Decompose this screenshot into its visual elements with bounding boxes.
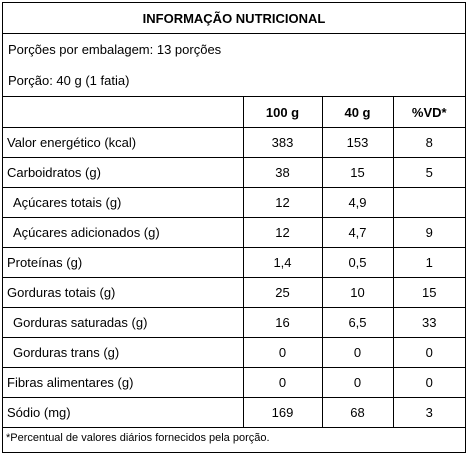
nutrient-name: Carboidratos (g) (3, 157, 244, 188)
nutrient-name: Proteínas (g) (3, 247, 244, 278)
nutrient-name: Gorduras trans (g) (3, 337, 244, 368)
value-100g: 25 (242, 277, 323, 308)
servings-per-package: Porções por embalagem: 13 porções (8, 42, 222, 57)
value-100g: 12 (242, 187, 323, 218)
nutrition-table: 100 g 40 g %VD* Valor energético (kcal) … (3, 96, 465, 428)
serving-size: Porção: 40 g (1 fatia) (8, 73, 130, 88)
table-row: Gorduras totais (g) 25 10 15 (3, 277, 465, 308)
value-40g: 6,5 (321, 307, 394, 338)
nutrient-name: Gorduras totais (g) (3, 277, 244, 308)
nutrient-name: Valor energético (kcal) (3, 127, 244, 158)
nutrient-name: Açúcares adicionados (g) (3, 217, 244, 248)
value-vd (392, 187, 465, 218)
nutrient-name: Gorduras saturadas (g) (3, 307, 244, 338)
value-vd: 3 (392, 397, 465, 428)
header-vd: %VD* (392, 96, 465, 128)
value-40g: 68 (321, 397, 394, 428)
value-40g: 153 (321, 127, 394, 158)
nutrition-facts-label: INFORMAÇÃO NUTRICIONAL Porções por embal… (2, 2, 466, 453)
value-vd: 0 (392, 367, 465, 398)
nutrient-name: Fibras alimentares (g) (3, 367, 244, 398)
table-header-row: 100 g 40 g %VD* (3, 96, 465, 128)
value-vd: 9 (392, 217, 465, 248)
value-100g: 169 (242, 397, 323, 428)
value-40g: 4,9 (321, 187, 394, 218)
value-40g: 0 (321, 337, 394, 368)
nutrient-name: Sódio (mg) (3, 397, 244, 428)
value-vd: 5 (392, 157, 465, 188)
value-100g: 1,4 (242, 247, 323, 278)
table-row: Açúcares adicionados (g) 12 4,7 9 (3, 217, 465, 248)
header-40g: 40 g (321, 96, 394, 128)
table-row: Valor energético (kcal) 383 153 8 (3, 127, 465, 158)
value-vd: 8 (392, 127, 465, 158)
value-100g: 38 (242, 157, 323, 188)
value-40g: 0,5 (321, 247, 394, 278)
table-row: Açúcares totais (g) 12 4,9 (3, 187, 465, 218)
value-40g: 4,7 (321, 217, 394, 248)
header-100g: 100 g (242, 96, 323, 128)
value-100g: 0 (242, 367, 323, 398)
table-row: Fibras alimentares (g) 0 0 0 (3, 367, 465, 398)
value-100g: 383 (242, 127, 323, 158)
value-40g: 0 (321, 367, 394, 398)
value-vd: 1 (392, 247, 465, 278)
table-row: Carboidratos (g) 38 15 5 (3, 157, 465, 188)
header-nutrient (3, 96, 244, 128)
value-100g: 16 (242, 307, 323, 338)
table-row: Proteínas (g) 1,4 0,5 1 (3, 247, 465, 278)
footnote: *Percentual de valores diários fornecido… (6, 432, 270, 444)
table-row: Sódio (mg) 169 68 3 (3, 397, 465, 428)
value-40g: 10 (321, 277, 394, 308)
nutrient-name: Açúcares totais (g) (3, 187, 244, 218)
value-40g: 15 (321, 157, 394, 188)
label-title: INFORMAÇÃO NUTRICIONAL (3, 3, 465, 34)
value-vd: 0 (392, 337, 465, 368)
value-vd: 33 (392, 307, 465, 338)
value-100g: 0 (242, 337, 323, 368)
table-row: Gorduras saturadas (g) 16 6,5 33 (3, 307, 465, 338)
value-100g: 12 (242, 217, 323, 248)
table-row: Gorduras trans (g) 0 0 0 (3, 337, 465, 368)
value-vd: 15 (392, 277, 465, 308)
